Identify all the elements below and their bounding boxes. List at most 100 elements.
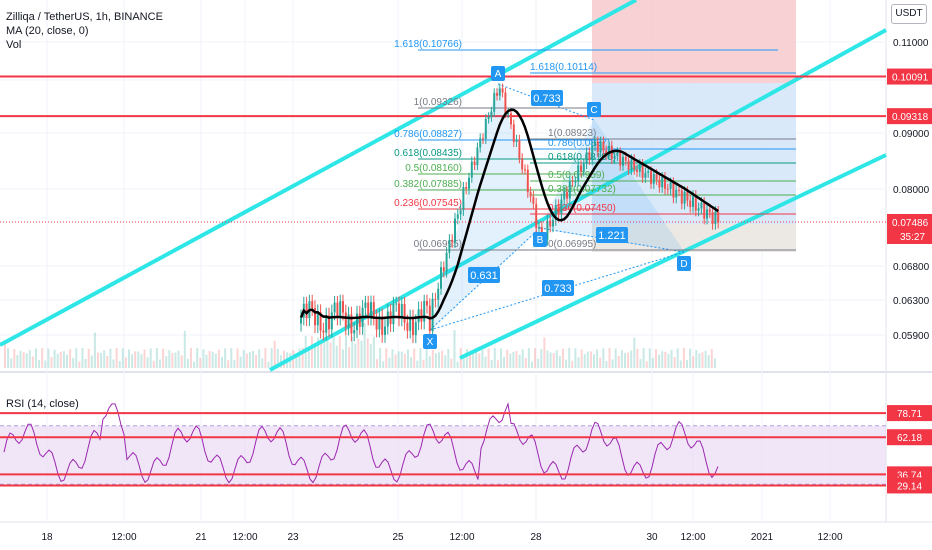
volume-bar: [366, 338, 369, 368]
candle-body: [367, 302, 370, 318]
candle-body: [680, 190, 683, 204]
volume-bar: [425, 348, 428, 368]
candle-body: [512, 124, 515, 142]
volume-bar: [248, 352, 251, 368]
candle-body: [412, 317, 414, 336]
channel-upper: [0, 0, 637, 347]
pattern-point-b: [533, 232, 547, 247]
candle-body: [605, 150, 608, 155]
volume-bar: [332, 337, 335, 368]
volume-bar: [165, 356, 168, 368]
candle-body: [521, 158, 524, 170]
candle-body: [507, 113, 510, 115]
candle-body: [479, 138, 482, 148]
volume-bar: [41, 348, 44, 368]
time-tick-label: 12:00: [680, 532, 705, 543]
candle-body: [328, 315, 330, 330]
volume-bar: [155, 348, 158, 368]
channel-middle: [269, 28, 887, 372]
volume-bar: [307, 348, 310, 368]
candle-body: [459, 210, 462, 215]
time-tick-label: 30: [646, 532, 658, 543]
rsi-level-label: 29.14: [897, 481, 922, 492]
volume-bar: [679, 360, 682, 368]
rsi-level-tag: [887, 477, 932, 494]
candle-body: [311, 301, 314, 309]
volume-bar: [295, 356, 298, 368]
volume-bar: [369, 343, 372, 368]
fib-level-label: 1.618(0.10766): [394, 39, 462, 50]
candle-body: [504, 92, 507, 114]
volume-bar: [227, 360, 230, 368]
volume-bar: [428, 356, 431, 368]
volume-bar: [605, 361, 608, 368]
volume-bar: [7, 348, 10, 368]
candle-body: [644, 172, 647, 178]
volume-bar: [115, 348, 118, 368]
volume-bar: [710, 349, 713, 368]
candle-body: [697, 208, 700, 211]
candle-body: [431, 298, 434, 332]
candle-body: [524, 169, 526, 171]
candle-body: [669, 182, 672, 189]
volume-bar: [341, 349, 344, 368]
volume-bar: [134, 351, 137, 368]
volume-bar: [97, 352, 99, 368]
candle-body: [602, 141, 605, 151]
volume-bar: [190, 348, 192, 368]
volume-bar: [521, 349, 524, 368]
volume-bar: [633, 337, 636, 368]
candle-body: [678, 189, 680, 191]
volume-bar: [602, 348, 605, 368]
fib-level-label: 0.382(0.07885): [394, 179, 462, 190]
volume-bar: [106, 355, 109, 368]
fib-level-label: 0(0.06995): [414, 239, 462, 250]
volume-bar: [431, 350, 434, 368]
volume-bar: [59, 351, 62, 368]
volume-bar: [503, 356, 506, 368]
volume-bar: [658, 354, 661, 368]
pattern-point-label: A: [495, 69, 502, 80]
candle-body: [546, 220, 549, 240]
volume-bar: [56, 353, 59, 368]
volume-bar: [245, 353, 248, 368]
candle-body: [535, 203, 538, 229]
volume-bar: [146, 357, 149, 368]
candle-body: [440, 267, 442, 289]
rsi-indicator-label[interactable]: RSI (14, close): [6, 398, 79, 410]
fib-level-label: 1.618(0.10114): [530, 62, 597, 73]
volume-bar: [651, 357, 654, 368]
symbol-title[interactable]: Zilliqa / TetherUS, 1h, BINANCE: [6, 11, 163, 23]
candle-body: [319, 312, 322, 331]
volume-bar: [314, 345, 316, 368]
volume-bar: [4, 344, 6, 368]
fib-level-label: 0(0.06995): [548, 239, 596, 250]
volume-bar: [453, 330, 456, 368]
volume-bar: [242, 349, 245, 368]
candle-body: [490, 111, 493, 118]
candle-body: [375, 317, 378, 330]
ma-indicator-label[interactable]: MA (20, close, 0): [6, 25, 89, 37]
volume-bar: [112, 359, 115, 368]
volume-bar: [100, 352, 103, 368]
volume-indicator-label[interactable]: Vol: [6, 39, 22, 51]
candle-body: [641, 164, 644, 178]
pattern-point-label: B: [537, 235, 544, 246]
volume-bar: [372, 336, 375, 368]
candle-body: [414, 322, 417, 336]
candle-body: [563, 192, 566, 200]
volume-bar: [645, 361, 648, 368]
volume-bar: [252, 350, 254, 368]
fib-level-label: 0.5(0.08160): [405, 163, 462, 174]
fib-level-label: 0.618(0.08196): [548, 152, 616, 163]
time-tick-label: 23: [287, 532, 299, 543]
volume-bar: [183, 330, 186, 368]
volume-bar: [283, 350, 285, 368]
price-tick-label: 0.09000: [893, 129, 930, 140]
currency-button[interactable]: USDT: [891, 4, 927, 24]
candle-body: [672, 182, 675, 198]
volume-bar: [348, 347, 351, 368]
volume-bar: [137, 351, 140, 368]
volume-bar: [543, 337, 546, 368]
